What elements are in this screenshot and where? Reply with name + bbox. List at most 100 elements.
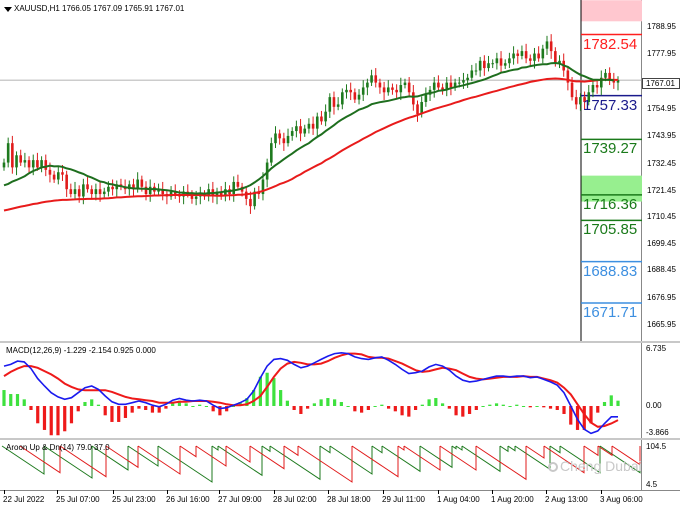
candle-body (357, 94, 361, 100)
macd-histogram-bar (582, 406, 586, 430)
candle-body (599, 77, 603, 88)
macd-histogram-bar (218, 406, 222, 416)
aroon-chart[interactable] (0, 440, 642, 490)
time-label: 2 Aug 13:00 (545, 495, 588, 504)
candle-body (549, 41, 553, 52)
macd-axis[interactable] (642, 343, 680, 438)
candle-body (253, 191, 256, 207)
pane-separator[interactable] (0, 438, 680, 440)
macd-histogram-bar (569, 406, 573, 425)
candle-body (591, 85, 595, 93)
candle-body (232, 181, 236, 195)
price-tick-label: 1788.95 (647, 22, 676, 31)
candle-body (278, 133, 281, 139)
candle-body (424, 94, 428, 102)
candle-body (73, 189, 77, 195)
macd-histogram-bar (521, 406, 526, 407)
candle-body (52, 174, 56, 180)
time-axis[interactable] (0, 490, 680, 510)
macd-histogram-bar (346, 406, 350, 407)
pane-separator[interactable] (0, 341, 680, 343)
candle-body (332, 97, 336, 107)
candle-body (15, 155, 18, 168)
macd-histogram-bar (360, 406, 364, 413)
candle-body (420, 101, 423, 115)
macd-histogram-bar (285, 400, 289, 406)
candle-body (295, 126, 298, 132)
candle-body (261, 179, 265, 195)
aroon-tick-top: 104.5 (646, 442, 667, 451)
candle-body (403, 82, 407, 86)
macd-histogram-bar (339, 402, 343, 406)
candle-body (48, 169, 52, 175)
macd-histogram-bar (427, 399, 431, 406)
candle-body (524, 51, 528, 59)
macd-histogram-bar (366, 406, 370, 410)
macd-histogram-bar (2, 390, 6, 406)
price-tick-label: 1754.95 (647, 104, 676, 114)
time-label: 27 Jul 09:00 (218, 495, 262, 504)
macd-histogram-bar (9, 394, 13, 406)
candle-body (583, 97, 586, 102)
macd-histogram-bar (508, 406, 512, 407)
candle-body (437, 82, 440, 88)
price-tick-label: 1743.95 (647, 131, 676, 141)
aroon-down-line (19, 445, 641, 483)
time-tick (219, 490, 220, 494)
candle-body (545, 41, 549, 49)
candle-body (132, 184, 135, 190)
candle-body (345, 89, 348, 93)
candle-body (457, 82, 461, 84)
macd-histogram-bar (258, 376, 262, 406)
candle-body (36, 160, 39, 168)
ma-fast-line (3, 61, 614, 195)
candle-body (612, 80, 616, 83)
candle-body (378, 82, 382, 88)
price-axis[interactable] (642, 0, 680, 341)
macd-histogram-bar (198, 404, 202, 406)
macd-histogram-bar (407, 406, 411, 417)
candle-body (40, 160, 43, 168)
candle-body (349, 89, 352, 93)
candle-body (290, 131, 294, 136)
candle-body (236, 181, 240, 187)
price-tick-label: 1721.45 (647, 185, 676, 195)
macd-histogram-bar (150, 406, 155, 413)
macd-histogram-bar (211, 406, 215, 412)
aroon-pane[interactable] (0, 440, 642, 490)
macd-histogram-bar (36, 406, 40, 424)
price-chart[interactable] (0, 0, 642, 341)
candle-body (56, 172, 60, 180)
candle-body (449, 82, 453, 88)
time-label: 28 Jul 18:00 (327, 495, 371, 504)
level-label: 1739.27 (583, 140, 638, 158)
price-tick-label: 1732.45 (647, 158, 676, 168)
macd-histogram-bar (204, 406, 209, 407)
candle-body (61, 172, 64, 175)
macd-histogram-bar (386, 406, 391, 409)
macd-chart[interactable] (0, 343, 642, 438)
candle-body (382, 87, 386, 93)
macd-histogram-bar (353, 406, 357, 412)
macd-histogram-bar (555, 406, 559, 410)
current-price-label: 1767.01 (646, 79, 675, 88)
candle-body (399, 85, 403, 93)
candle-body (215, 191, 219, 197)
candle-body (286, 135, 290, 144)
candle-body (94, 189, 98, 195)
macd-histogram-bar (609, 395, 613, 406)
candle-body (140, 179, 144, 187)
candle-body (328, 97, 332, 112)
macd-histogram-bar (542, 406, 546, 408)
macd-histogram-bar (171, 402, 175, 406)
aroon-axis[interactable] (642, 440, 680, 490)
macd-histogram-bar (562, 406, 566, 414)
candle-body (19, 155, 23, 163)
candle-body (31, 160, 35, 168)
candle-body (282, 138, 286, 144)
candle-body (77, 189, 81, 197)
dropdown-arrow-icon[interactable] (4, 7, 12, 12)
time-label: 22 Jul 2022 (3, 495, 45, 504)
macd-histogram-bar (319, 399, 323, 406)
candle-body (533, 53, 536, 61)
